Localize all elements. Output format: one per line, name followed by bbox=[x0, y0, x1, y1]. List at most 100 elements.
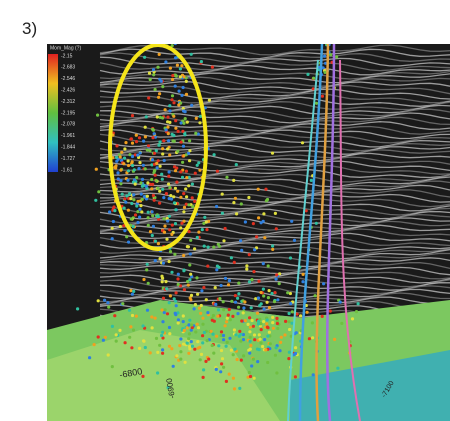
event bbox=[131, 160, 134, 163]
event bbox=[252, 325, 255, 328]
event bbox=[168, 109, 171, 112]
event bbox=[187, 203, 190, 206]
event bbox=[248, 253, 251, 256]
event bbox=[161, 188, 164, 191]
event bbox=[252, 358, 255, 361]
event bbox=[211, 344, 214, 347]
event bbox=[199, 115, 202, 118]
event bbox=[335, 55, 338, 58]
event bbox=[151, 128, 154, 131]
event bbox=[130, 137, 133, 140]
event bbox=[186, 326, 189, 329]
event bbox=[104, 336, 107, 339]
event bbox=[202, 368, 205, 371]
event bbox=[179, 67, 182, 70]
event bbox=[144, 135, 147, 138]
event bbox=[168, 260, 171, 263]
event bbox=[148, 149, 151, 152]
event bbox=[167, 132, 170, 135]
event bbox=[169, 194, 172, 197]
event bbox=[128, 309, 131, 312]
event bbox=[108, 210, 111, 213]
event bbox=[115, 340, 118, 343]
event bbox=[318, 38, 321, 41]
event bbox=[226, 317, 229, 320]
event bbox=[182, 145, 185, 148]
event bbox=[154, 88, 157, 91]
event bbox=[320, 40, 323, 43]
event bbox=[112, 220, 115, 223]
event bbox=[249, 340, 252, 343]
event bbox=[194, 132, 197, 135]
event bbox=[185, 0, 188, 3]
event bbox=[124, 341, 127, 344]
event bbox=[138, 136, 141, 139]
event bbox=[153, 132, 156, 135]
event bbox=[339, 301, 342, 304]
event bbox=[238, 330, 241, 333]
colorbar-tick-label: -2.683 bbox=[61, 65, 75, 71]
event bbox=[139, 181, 142, 184]
event bbox=[250, 278, 253, 281]
event bbox=[262, 288, 265, 291]
event bbox=[177, 103, 180, 106]
event bbox=[197, 326, 200, 329]
event bbox=[188, 278, 191, 281]
event bbox=[131, 164, 134, 167]
event bbox=[171, 224, 174, 227]
event bbox=[253, 248, 256, 251]
event bbox=[275, 346, 278, 349]
event bbox=[168, 301, 171, 304]
event bbox=[156, 371, 159, 374]
event bbox=[239, 239, 242, 242]
event bbox=[220, 330, 223, 333]
event bbox=[257, 216, 260, 219]
event bbox=[187, 337, 190, 340]
event bbox=[157, 242, 160, 245]
event bbox=[254, 297, 257, 300]
event bbox=[177, 321, 180, 324]
event bbox=[168, 153, 171, 156]
event bbox=[154, 259, 157, 262]
event bbox=[140, 210, 143, 213]
event bbox=[188, 319, 191, 322]
event bbox=[97, 190, 100, 193]
event bbox=[196, 164, 199, 167]
event bbox=[249, 375, 252, 378]
event bbox=[88, 356, 91, 359]
event bbox=[196, 236, 199, 239]
event bbox=[271, 321, 274, 324]
event bbox=[312, 77, 315, 80]
event bbox=[121, 302, 124, 305]
event bbox=[166, 312, 169, 315]
event bbox=[260, 328, 263, 331]
event bbox=[310, 179, 313, 182]
event bbox=[224, 277, 227, 280]
event bbox=[152, 225, 155, 228]
event bbox=[234, 197, 237, 200]
event bbox=[299, 314, 302, 317]
event bbox=[129, 197, 132, 200]
event bbox=[151, 214, 154, 217]
event bbox=[193, 247, 196, 250]
event bbox=[182, 75, 185, 78]
event bbox=[163, 311, 166, 314]
event bbox=[170, 31, 173, 34]
event bbox=[165, 192, 168, 195]
event bbox=[115, 333, 118, 336]
event bbox=[276, 327, 279, 330]
event bbox=[286, 291, 289, 294]
event bbox=[245, 268, 248, 271]
event bbox=[102, 339, 105, 342]
event bbox=[179, 170, 182, 173]
event bbox=[163, 159, 166, 162]
event bbox=[170, 347, 173, 350]
event bbox=[113, 166, 116, 169]
event bbox=[314, 294, 317, 297]
event bbox=[176, 277, 179, 280]
event bbox=[138, 27, 141, 30]
event bbox=[200, 353, 203, 356]
event bbox=[235, 163, 238, 166]
event bbox=[156, 115, 159, 118]
event bbox=[187, 245, 190, 248]
